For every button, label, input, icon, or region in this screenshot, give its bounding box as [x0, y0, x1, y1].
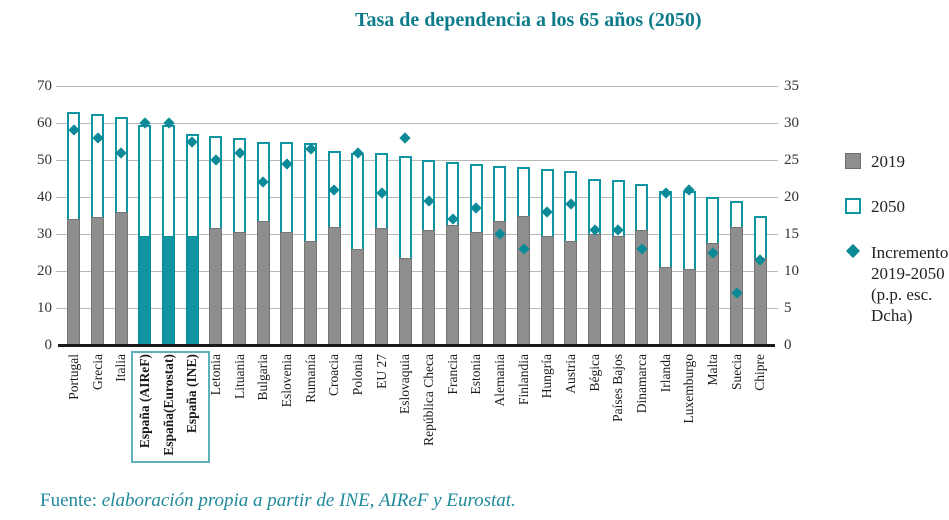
bar-2019 [91, 217, 104, 345]
x-axis-label: Portugal [65, 354, 81, 400]
x-axis-label: Austria [562, 354, 578, 394]
legend-diamond-icon [845, 243, 861, 259]
y-axis-label-left: 70 [37, 78, 52, 94]
x-axis-label: Bégica [586, 354, 602, 392]
gridline [56, 197, 778, 198]
y-axis-label-right: 15 [784, 226, 799, 242]
bar-2019 [564, 241, 578, 345]
bar-2019 [446, 224, 459, 345]
x-axis-label: Dinamarca [633, 354, 649, 414]
legend-label-2019: 2019 [871, 152, 905, 171]
x-axis-label: Suecia [728, 354, 744, 390]
x-axis-label: Letonia [207, 354, 223, 396]
gridline [56, 160, 778, 161]
y-axis-label-left: 0 [44, 337, 53, 353]
legend-item-2019: 2019 [845, 152, 949, 171]
x-axis-label: Rumanía [302, 354, 318, 403]
bar-2019 [280, 232, 294, 345]
bar-2019 [233, 232, 246, 345]
y-axis-label-left: 60 [37, 115, 52, 131]
x-axis-label: Polonia [349, 354, 365, 396]
y-axis-label-right: 35 [784, 78, 799, 94]
gridline [56, 308, 778, 309]
x-axis-label: Croacia [326, 354, 342, 396]
bar-2019 [517, 215, 530, 345]
legend-item-2050: 2050 [845, 197, 949, 216]
legend-item-increment: Incremento 2019-2050 (p.p. esc. Dcha) [845, 242, 949, 326]
x-axis-label: Estonia [468, 354, 484, 395]
x-axis-label: EU 27 [373, 354, 389, 389]
x-axis-label: Chipre [752, 354, 768, 391]
chart-title: Tasa de dependencia a los 65 años (2050) [355, 9, 702, 31]
increment-diamond [399, 132, 411, 144]
bar-2019 [138, 235, 152, 345]
y-axis-label-right: 20 [784, 189, 799, 205]
y-axis-label-left: 20 [37, 263, 52, 279]
bar-2019 [422, 230, 436, 345]
x-axis-label: Irlanda [657, 354, 673, 393]
gridline [56, 123, 778, 124]
legend-label-increment: Incremento 2019-2050 (p.p. esc. Dcha) [871, 242, 949, 326]
y-axis-label-right: 5 [784, 300, 792, 316]
chart-legend: 2019 2050 Incremento 2019-2050 (p.p. esc… [845, 152, 949, 352]
bar-2019 [351, 248, 365, 345]
x-axis-label: Grecia [89, 354, 105, 390]
legend-increment-line-2: 2019-2050 [871, 264, 945, 283]
y-axis-label-right: 10 [784, 263, 799, 279]
y-axis-label-left: 30 [37, 226, 52, 242]
bar-2019 [753, 258, 767, 345]
bar-2019 [304, 241, 317, 345]
bar-2019 [540, 235, 554, 345]
bar-2019 [327, 226, 341, 345]
y-axis-label-right: 30 [784, 115, 799, 131]
source-note-text: elaboración propia a partir de INE, AIRe… [101, 490, 516, 511]
legend-increment-line-3: (p.p. esc. Dcha) [871, 285, 933, 325]
bar-2019 [67, 219, 81, 345]
bar-2019 [375, 228, 388, 345]
x-axis-label: Alemania [491, 354, 507, 407]
gridline [56, 271, 778, 272]
x-axis-label: República Checa [420, 354, 436, 446]
x-axis-label: Malta [704, 354, 720, 386]
y-axis-label-left: 40 [37, 189, 52, 205]
bar-2019 [209, 228, 223, 345]
x-axis-label: Italia [113, 354, 129, 382]
source-note-prefix: Fuente: [40, 490, 102, 511]
gridline [56, 234, 778, 235]
spain-highlight-box [130, 351, 211, 463]
x-axis-label: Bulgaria [255, 354, 271, 401]
x-axis-label: Eslovaquia [397, 354, 413, 414]
y-axis-label-left: 10 [37, 300, 52, 316]
legend-label-2050: 2050 [871, 197, 905, 216]
bar-2019 [114, 211, 128, 345]
x-axis-label: Hungría [539, 354, 555, 399]
x-axis-label: Países Bajos [610, 354, 626, 422]
bar-2019 [185, 235, 199, 345]
bar-2019 [256, 221, 270, 345]
x-axis-line [58, 344, 775, 347]
legend-increment-line-1: Incremento [871, 243, 949, 262]
legend-swatch-2019-icon [845, 153, 861, 169]
y-axis-label-right: 25 [784, 152, 799, 168]
x-axis-label: Francia [444, 354, 460, 395]
bar-2019 [162, 235, 175, 345]
gridline [56, 86, 778, 87]
x-axis-label: Lituania [231, 354, 247, 399]
bar-2019 [659, 267, 672, 345]
x-axis-label: Eslovenia [278, 354, 294, 408]
x-axis-label: Luxemburgo [681, 354, 697, 424]
source-note: Fuente: elaboración propia a partir de I… [40, 490, 516, 512]
bar-2019 [730, 226, 743, 345]
y-axis-label-right: 0 [784, 337, 792, 353]
bar-2019 [611, 235, 625, 345]
y-axis-label-left: 50 [37, 152, 52, 168]
bar-2019 [682, 269, 696, 345]
x-axis-label: Finlandia [515, 354, 531, 405]
bar-2019 [469, 232, 483, 345]
bar-2019 [398, 258, 412, 345]
legend-swatch-2050-icon [845, 198, 861, 214]
bar-2019 [588, 234, 601, 345]
